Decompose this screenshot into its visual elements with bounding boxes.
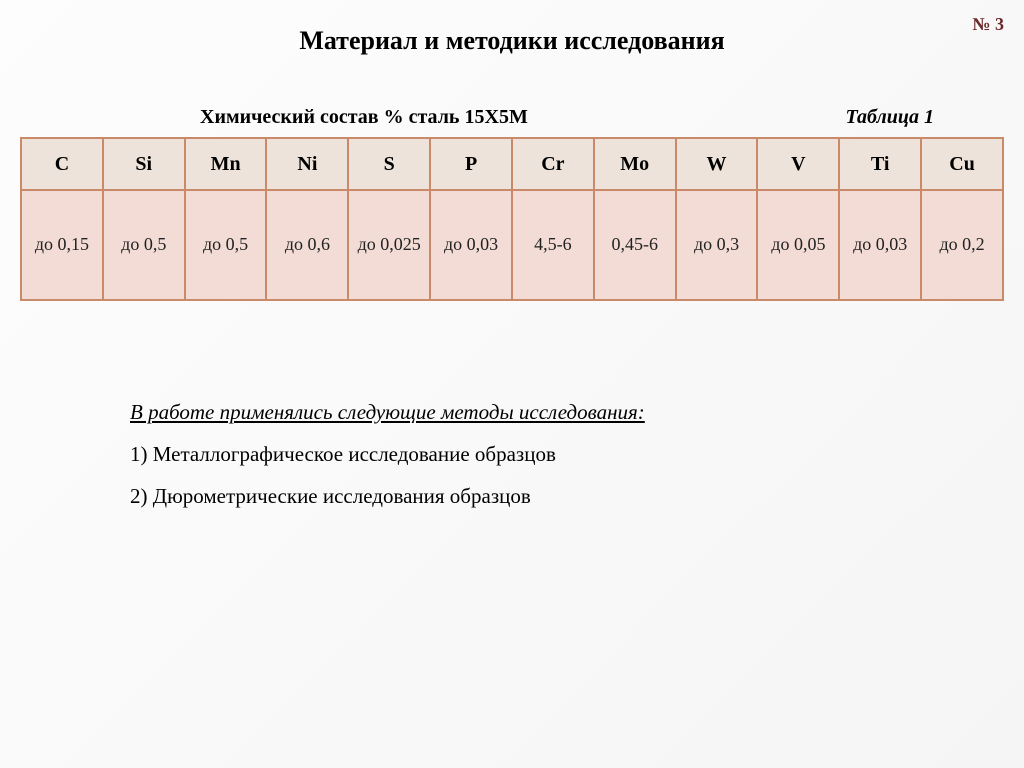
col-header: S [348,138,430,190]
cell-value: до 0,03 [839,190,921,300]
method-item: 2) Дюрометрические исследования образцов [130,475,890,517]
methods-section: В работе применялись следующие методы ис… [130,391,890,517]
table-header-row: C Si Mn Ni S P Cr Mo W V Ti Cu [21,138,1003,190]
cell-value: до 0,5 [185,190,267,300]
col-header: Mn [185,138,267,190]
table-value-row: до 0,15 до 0,5 до 0,5 до 0,6 до 0,025 до… [21,190,1003,300]
cell-value: до 0,6 [266,190,348,300]
cell-value: до 0,15 [21,190,103,300]
slide-number: № 3 [972,14,1004,35]
table-label: Таблица 1 [846,106,935,129]
page-title: Материал и методики исследования [0,0,1024,56]
subtitle-row: Химический состав % сталь 15Х5М Таблица … [30,106,994,129]
col-header: Cr [512,138,594,190]
col-header: Cu [921,138,1003,190]
methods-intro: В работе применялись следующие методы ис… [130,391,890,433]
cell-value: до 0,03 [430,190,512,300]
cell-value: 0,45-6 [594,190,676,300]
col-header: C [21,138,103,190]
cell-value: до 0,2 [921,190,1003,300]
col-header: Mo [594,138,676,190]
cell-value: до 0,05 [757,190,839,300]
col-header: Si [103,138,185,190]
col-header: Ti [839,138,921,190]
col-header: W [676,138,758,190]
cell-value: 4,5-6 [512,190,594,300]
cell-value: до 0,5 [103,190,185,300]
col-header: Ni [266,138,348,190]
col-header: P [430,138,512,190]
composition-table: C Si Mn Ni S P Cr Mo W V Ti Cu до 0,15 д… [20,137,1004,301]
method-item: 1) Металлографическое исследование образ… [130,433,890,475]
col-header: V [757,138,839,190]
table-subtitle: Химический состав % сталь 15Х5М [200,106,528,129]
cell-value: до 0,3 [676,190,758,300]
cell-value: до 0,025 [348,190,430,300]
